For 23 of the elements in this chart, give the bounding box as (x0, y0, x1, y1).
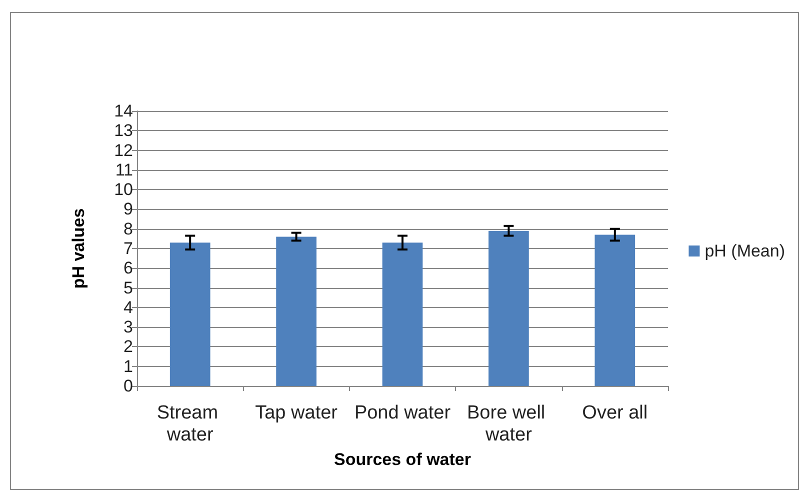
y-tick-label: 10 (114, 180, 133, 200)
y-tick-label: 12 (114, 140, 133, 160)
y-tick-label: 13 (114, 121, 133, 140)
y-tick-label: 0 (124, 376, 133, 396)
y-tick-label: 5 (124, 278, 133, 298)
y-tick-label: 7 (124, 239, 133, 258)
y-axis-title: pH values (69, 208, 88, 289)
y-tick-label: 2 (124, 337, 133, 356)
y-tick-label: 9 (124, 200, 133, 219)
y-tick-label: 14 (114, 102, 133, 120)
x-tick-label: Pond water (354, 402, 452, 424)
x-axis-title: Sources of water (334, 450, 472, 469)
legend-label: pH (Mean) (704, 242, 786, 260)
y-tick-label: 1 (124, 356, 133, 376)
x-tick-label: Stream water (156, 402, 224, 446)
x-tick-label: Bore well water (466, 402, 550, 446)
y-tick-label: 6 (124, 258, 133, 278)
x-tick-label: Tap water (255, 402, 338, 424)
y-tick-label: 8 (124, 219, 133, 238)
y-tick-label: 4 (124, 298, 133, 317)
x-tick-label: Over all (582, 402, 648, 424)
y-tick-label: 11 (115, 160, 133, 180)
y-tick-label: 3 (124, 318, 133, 337)
